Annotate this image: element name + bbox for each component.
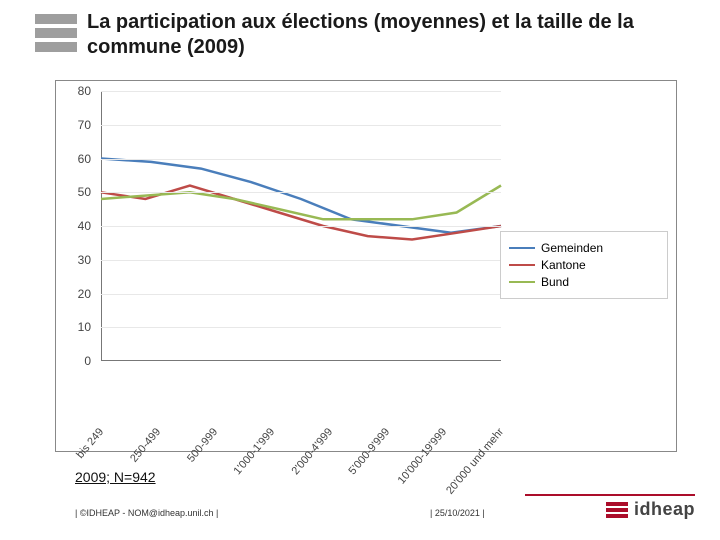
y-axis: 01020304050607080 — [56, 91, 96, 361]
y-tick-label: 70 — [78, 118, 91, 132]
x-tick-label: 500-999 — [185, 426, 220, 465]
chart-container: 0 10 20 30 40 50 60 70 80 bis 249250-499500-9991… — [55, 80, 677, 452]
grid-line — [101, 91, 501, 92]
y-tick-label: 50 — [78, 185, 91, 199]
y-tick-label: 30 — [78, 253, 91, 267]
legend-label: Bund — [541, 275, 569, 289]
footer-accent-rule — [525, 494, 695, 496]
grid-line — [101, 294, 501, 295]
grid-line — [101, 327, 501, 328]
legend-swatch-icon — [509, 264, 535, 266]
legend-item: Gemeinden — [509, 241, 659, 255]
x-axis-labels: bis 249250-499500-9991'000-1'9992'000-4'… — [101, 366, 501, 446]
footer-logo: idheap — [606, 499, 695, 520]
legend-swatch-icon — [509, 247, 535, 249]
chart-legend: Gemeinden Kantone Bund — [500, 231, 668, 299]
legend-label: Gemeinden — [541, 241, 603, 255]
y-tick-label: 10 — [78, 320, 91, 334]
title-block: La participation aux élections (moyennes… — [35, 10, 700, 60]
grid-line — [101, 260, 501, 261]
y-tick-label: 60 — [78, 152, 91, 166]
footer-date: | 25/10/2021 | — [430, 508, 485, 518]
x-tick-label: bis 249 — [74, 426, 106, 461]
y-tick-label: 0 — [84, 354, 91, 368]
x-tick-label: 20'000 und mehr — [444, 426, 506, 497]
grid-line — [101, 192, 501, 193]
grid-line — [101, 125, 501, 126]
title-decoration-bars — [35, 14, 77, 52]
footer-logo-text: idheap — [634, 499, 695, 520]
footnote-text: 2009; N=942 — [75, 469, 156, 485]
plot-area — [101, 91, 501, 361]
legend-item: Kantone — [509, 258, 659, 272]
footer-logo-bars-icon — [606, 502, 628, 518]
grid-line — [101, 226, 501, 227]
footer: | ©IDHEAP - NOM@idheap.unil.ch | | 25/10… — [0, 500, 720, 528]
grid-line — [101, 159, 501, 160]
legend-swatch-icon — [509, 281, 535, 283]
x-tick-label: 5'000-9'999 — [346, 426, 392, 477]
x-tick-label: 1'000-1'999 — [232, 426, 278, 477]
slide-title: La participation aux élections (moyennes… — [87, 10, 700, 60]
x-tick-label: 250-499 — [128, 426, 163, 465]
legend-label: Kantone — [541, 258, 586, 272]
y-tick-label: 80 — [78, 84, 91, 98]
footer-copyright: | ©IDHEAP - NOM@idheap.unil.ch | — [75, 508, 218, 518]
y-tick-label: 40 — [78, 219, 91, 233]
x-tick-label: 10'000-19'999 — [395, 426, 449, 487]
series-line — [101, 186, 501, 220]
legend-item: Bund — [509, 275, 659, 289]
x-tick-label: 2'000-4'999 — [289, 426, 335, 477]
y-tick-label: 20 — [78, 287, 91, 301]
